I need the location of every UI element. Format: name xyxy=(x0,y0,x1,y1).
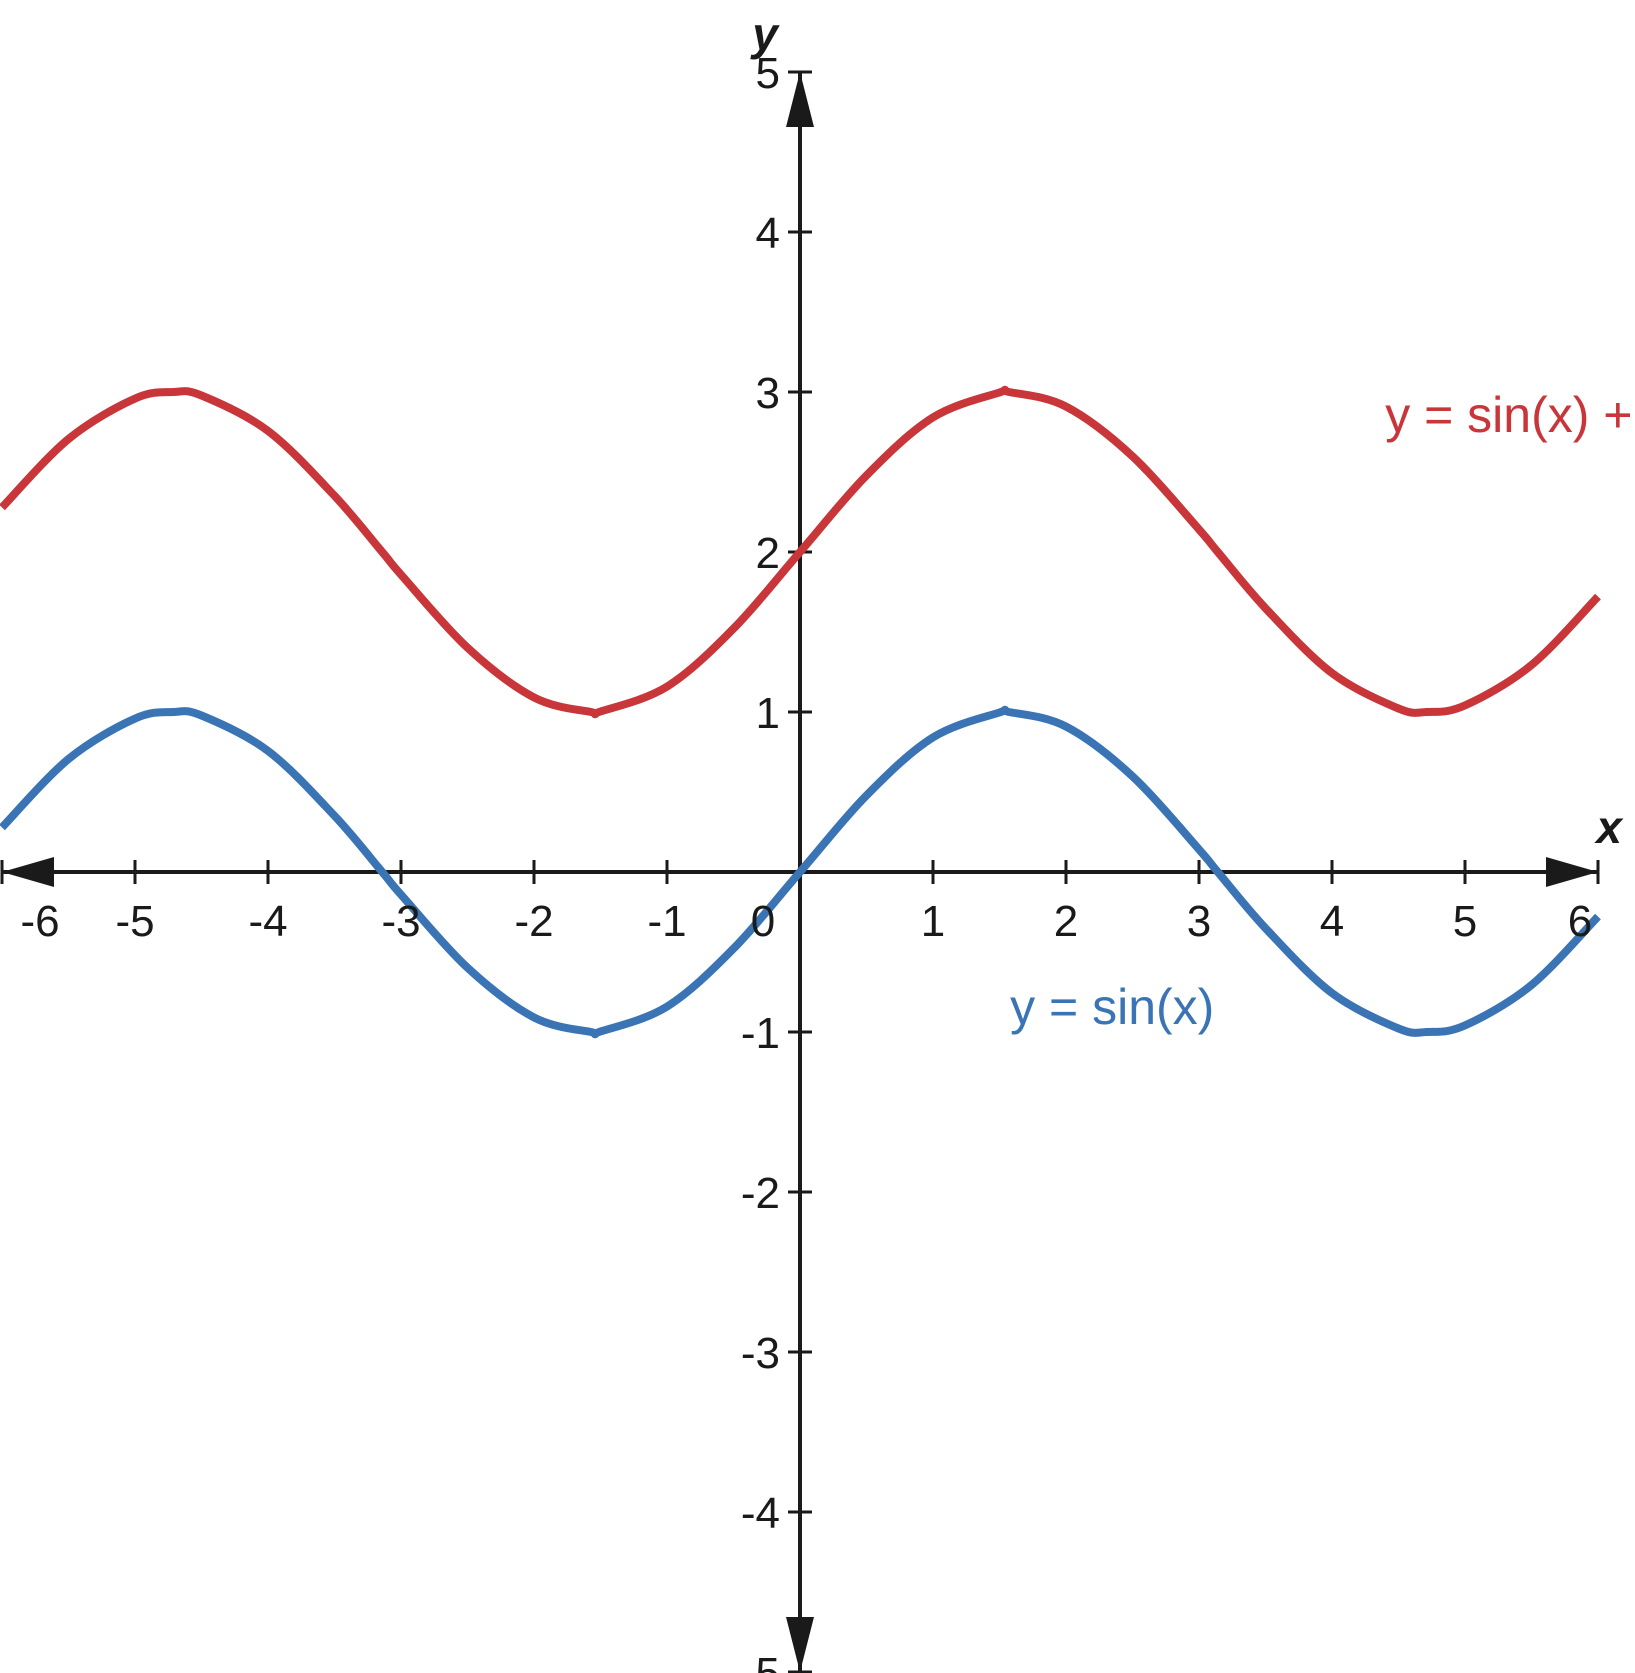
series-layer xyxy=(0,385,1601,1039)
y-tick-label: 3 xyxy=(756,369,780,418)
series-line-sin-x-plus-2 xyxy=(0,385,1601,719)
y-tick-label: 5 xyxy=(756,49,780,98)
x-axis-right-arrow xyxy=(1546,857,1598,887)
y-axis-title: y xyxy=(750,8,780,60)
x-tick-label: -3 xyxy=(381,897,420,946)
y-tick-label: -1 xyxy=(741,1009,780,1058)
x-tick-label: -5 xyxy=(115,897,154,946)
x-tick-label: 1 xyxy=(921,897,945,946)
x-axis-title: x xyxy=(1593,801,1624,853)
series-labels: y = sin(x) + 2 y = sin(x) xyxy=(1010,387,1635,1035)
x-axis-left-arrow xyxy=(2,857,54,887)
y-tick-label: -2 xyxy=(741,1169,780,1218)
x-tick-label: -2 xyxy=(514,897,553,946)
y-tick-label: -5 xyxy=(741,1649,780,1673)
tick-labels: -6 -5 -4 -3 -2 -1 0 1 2 3 4 5 6 5 4 3 2 1 -1 -2 -3 -4 -5 x y xyxy=(20,8,1624,1673)
y-tick-label: -4 xyxy=(741,1489,780,1538)
x-tick-label: 4 xyxy=(1320,897,1344,946)
x-tick-label: -1 xyxy=(647,897,686,946)
y-axis-bottom-arrow xyxy=(786,1617,814,1672)
series-label-sin-x-plus-2: y = sin(x) + 2 xyxy=(1385,387,1635,443)
y-tick-label: 1 xyxy=(756,689,780,738)
y-tick-label: 4 xyxy=(756,209,780,258)
x-tick-label: 2 xyxy=(1054,897,1078,946)
y-tick-label: 2 xyxy=(756,529,780,578)
x-tick-label: -4 xyxy=(248,897,287,946)
series-line-sin-x xyxy=(0,705,1601,1039)
y-axis-top-arrow xyxy=(786,72,814,127)
x-tick-label: 6 xyxy=(1568,897,1592,946)
x-tick-label: 3 xyxy=(1187,897,1211,946)
y-tick-label: -3 xyxy=(741,1329,780,1378)
x-tick-label: 0 xyxy=(751,897,775,946)
x-tick-label: -6 xyxy=(20,897,59,946)
series-label-sin-x: y = sin(x) xyxy=(1010,979,1214,1035)
x-tick-label: 5 xyxy=(1453,897,1477,946)
